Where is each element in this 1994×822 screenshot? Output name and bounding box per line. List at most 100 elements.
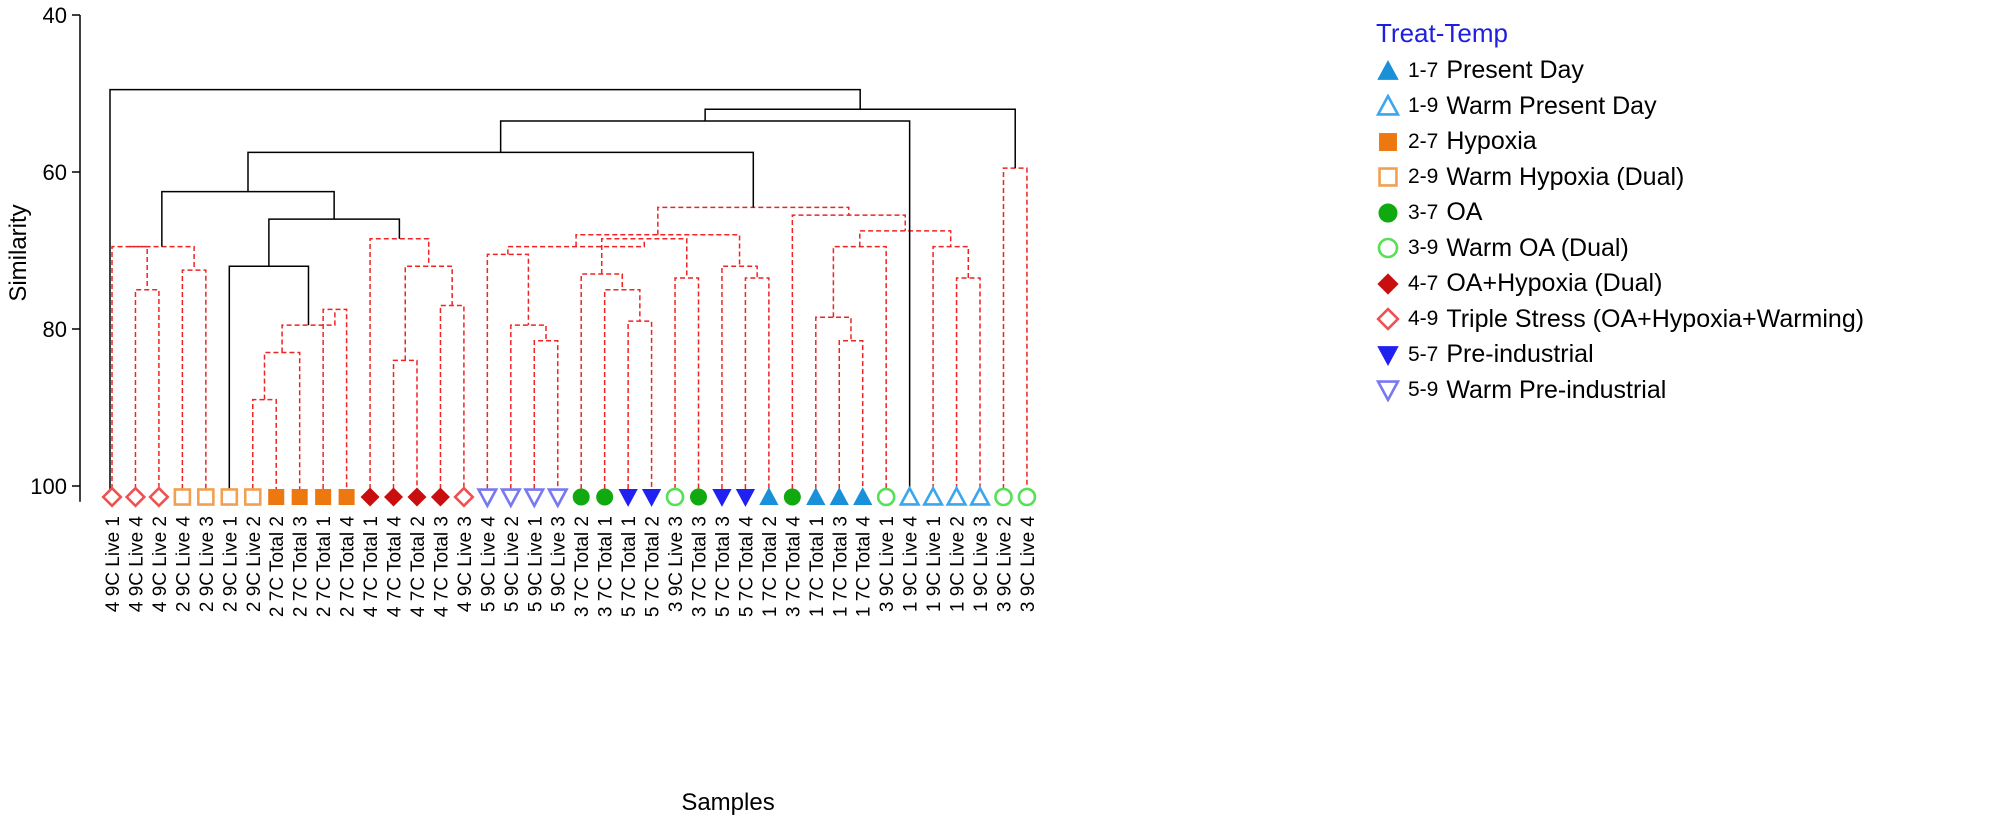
- y-tick-label: 40: [43, 3, 67, 28]
- dendrogram-link: [499, 120, 911, 497]
- dendrogram-link: [404, 265, 453, 361]
- leaf-label: 1 9C Live 2: [948, 516, 969, 612]
- leaf-marker: [407, 487, 427, 507]
- dendrogram-link: [134, 289, 160, 497]
- legend-marker: [1378, 167, 1398, 188]
- leaf-label: 2 7C Total 3: [291, 516, 312, 617]
- legend-marker: [1377, 345, 1399, 366]
- leaf-label: 3 7C Total 3: [690, 516, 711, 617]
- leaf-label: 1 9C Live 3: [971, 516, 992, 612]
- leaf-marker: [124, 486, 147, 508]
- dendrogram-link: [439, 304, 465, 497]
- leaf-label: 2 7C Total 4: [338, 516, 359, 617]
- legend-code: 4-9: [1408, 307, 1439, 331]
- leaf-marker: [876, 487, 896, 507]
- legend-item: 1-9 Warm Present Day: [1376, 89, 1864, 125]
- legend-label: Warm Present Day: [1446, 91, 1657, 120]
- legend-code: 5-9: [1408, 378, 1439, 402]
- leaf-marker: [476, 488, 499, 509]
- leaf-marker: [197, 488, 215, 506]
- leaf-label: 2 9C Live 4: [173, 516, 194, 613]
- legend-symbol: [1379, 132, 1397, 151]
- leaf-marker: [735, 489, 756, 507]
- legend-item: 2-7 Hypoxia: [1376, 124, 1864, 160]
- legend-symbol: [1378, 203, 1398, 223]
- leaf-markers: [101, 485, 1037, 509]
- legend-symbol: [1377, 273, 1399, 295]
- dendrogram-link: [247, 151, 755, 208]
- leaf-marker: [829, 487, 849, 505]
- dendrogram-link: [838, 340, 864, 497]
- leaf-marker: [618, 489, 638, 507]
- leaf-marker: [220, 488, 239, 506]
- leaf-label: 3 9C Live 2: [994, 516, 1015, 612]
- legend-label: Warm Pre-industrial: [1446, 375, 1667, 404]
- legend-code: 3-7: [1408, 200, 1439, 224]
- leaf-label: 2 9C Live 3: [197, 516, 218, 612]
- leaf-marker: [523, 488, 546, 509]
- dendrogram-link: [721, 265, 758, 497]
- dendrogram-link: [281, 309, 336, 353]
- legend-marker: [1377, 273, 1399, 295]
- leaf-label: 5 7C Total 1: [619, 516, 640, 617]
- legend-code: 2-9: [1408, 165, 1439, 189]
- leaf-marker: [994, 487, 1013, 507]
- legend-label: Present Day: [1446, 56, 1584, 85]
- legend-symbol: [1376, 307, 1400, 331]
- dendrogram-link: [791, 214, 906, 497]
- leaf-label: 4 9C Live 1: [103, 516, 124, 612]
- legend-items: 1-7 Present Day 1-9 Warm Present Day 2-7 Hypo…: [1376, 53, 1864, 408]
- dendrogram-link: [627, 320, 653, 497]
- y-tick-label: 80: [43, 317, 67, 342]
- leaf-marker: [315, 488, 332, 506]
- leaf-marker: [945, 485, 968, 506]
- dendrogram-link: [252, 398, 277, 497]
- dendrogram-link: [369, 237, 430, 497]
- leaf-marker: [596, 488, 614, 506]
- y-tick-label: 100: [30, 474, 67, 499]
- dendrogram-link: [486, 253, 530, 497]
- legend-code: 5-7: [1408, 342, 1439, 366]
- legend-label: Pre-industrial: [1446, 340, 1594, 369]
- dendrogram-link: [507, 238, 645, 255]
- legend-item: 3-7 OA: [1376, 195, 1864, 231]
- leaf-label: 4 9C Live 3: [455, 516, 476, 612]
- leaf-label: 5 7C Total 3: [713, 516, 734, 617]
- legend-symbol: [1377, 345, 1399, 366]
- leaf-label: 1 7C Total 2: [760, 516, 781, 617]
- leaf-marker: [360, 487, 380, 507]
- legend-code: 4-7: [1408, 271, 1439, 295]
- leaf-label: 4 7C Total 4: [385, 516, 406, 617]
- y-axis-label: Similarity: [5, 204, 32, 301]
- leaf-marker: [969, 485, 992, 506]
- legend-symbol: [1378, 167, 1398, 188]
- leaf-marker: [384, 487, 404, 507]
- dendrogram-link: [600, 237, 688, 278]
- legend-code: 1-9: [1408, 94, 1439, 118]
- leaf-marker: [783, 488, 801, 506]
- dendrogram-link: [109, 88, 861, 497]
- dendrogram-link: [859, 230, 952, 247]
- leaf-marker: [173, 488, 192, 506]
- x-axis-label: Samples: [681, 789, 774, 816]
- leaf-marker: [268, 488, 285, 506]
- leaf-label: 2 7C Total 2: [267, 516, 288, 617]
- dendrogram-link: [704, 108, 1016, 169]
- leaf-marker: [338, 488, 355, 506]
- legend-marker: [1376, 380, 1400, 403]
- legend-label: Hypoxia: [1446, 127, 1537, 156]
- leaf-label: 4 9C Live 2: [150, 516, 171, 612]
- leaf-label: 1 7C Total 4: [854, 516, 875, 617]
- legend-label: OA: [1446, 198, 1483, 227]
- leaf-marker: [665, 487, 685, 507]
- leaf-label: 2 9C Live 1: [220, 516, 241, 612]
- y-axis: 40 60 80 100: [30, 3, 81, 502]
- leaf-label: 1 7C Total 3: [830, 516, 851, 617]
- legend-label: Triple Stress (OA+Hypoxia+Warming): [1446, 304, 1865, 333]
- leaf-marker: [291, 488, 308, 506]
- leaf-label: 3 7C Total 4: [783, 516, 804, 617]
- dendrogram-link: [322, 308, 348, 497]
- dendrogram-link: [533, 340, 559, 497]
- leaf-marker: [641, 489, 662, 507]
